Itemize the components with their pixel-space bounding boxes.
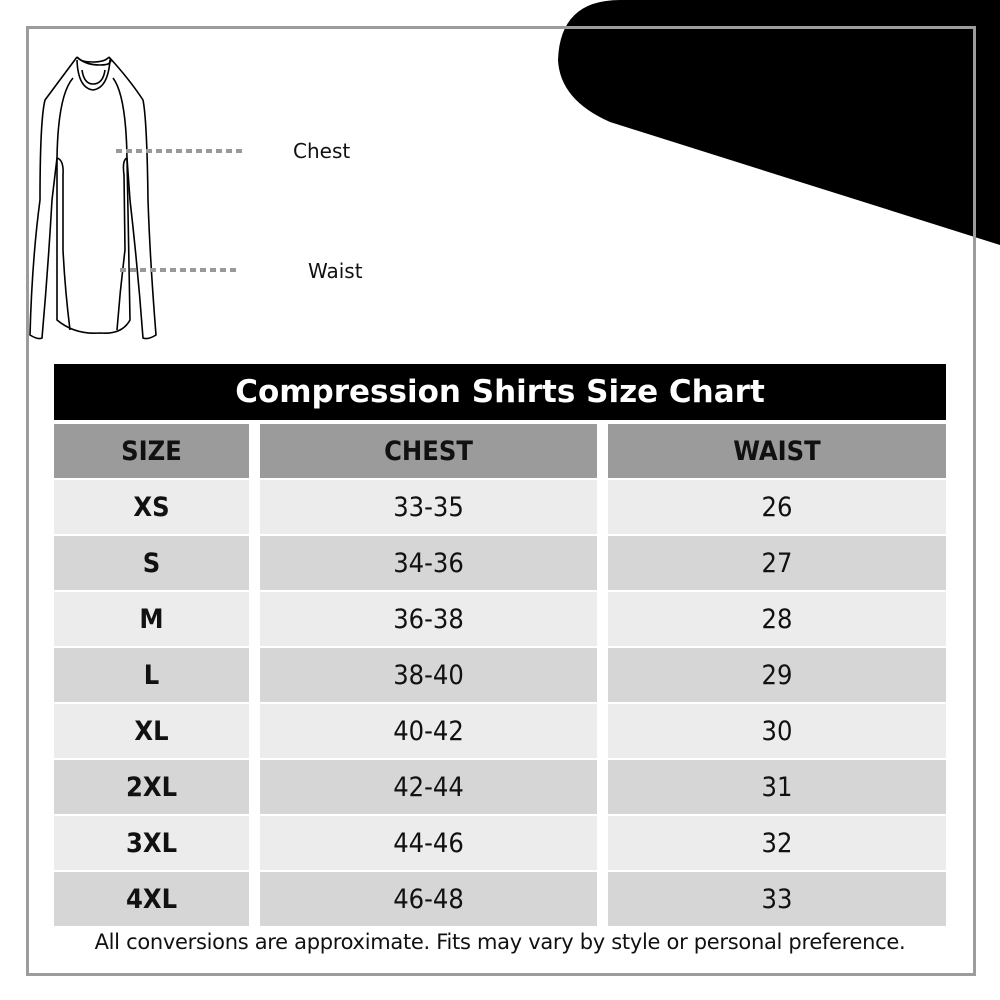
cell-waist: 30: [608, 704, 946, 758]
cell-chest: 42-44: [260, 760, 597, 814]
cell-chest: 40-42: [260, 704, 597, 758]
cell-waist: 31: [608, 760, 946, 814]
cell-waist: 29: [608, 648, 946, 702]
cell-size: 4XL: [54, 872, 249, 926]
cell-chest: 34-36: [260, 536, 597, 590]
cell-size: XS: [54, 480, 249, 534]
cell-waist: 27: [608, 536, 946, 590]
header-chest: CHEST: [260, 424, 597, 478]
cell-chest: 36-38: [260, 592, 597, 646]
cell-size: M: [54, 592, 249, 646]
header-waist: WAIST: [608, 424, 946, 478]
cell-chest: 44-46: [260, 816, 597, 870]
cell-size: 2XL: [54, 760, 249, 814]
cell-waist: 33: [608, 872, 946, 926]
cell-chest: 46-48: [260, 872, 597, 926]
chest-label: Chest: [293, 139, 351, 163]
cell-size: S: [54, 536, 249, 590]
border-frame: [26, 26, 976, 976]
cell-waist: 28: [608, 592, 946, 646]
waist-label: Waist: [308, 259, 363, 283]
measurement-lines: [116, 149, 243, 272]
footnote: All conversions are approximate. Fits ma…: [94, 930, 906, 954]
cell-chest: 38-40: [260, 648, 597, 702]
cell-chest: 33-35: [260, 480, 597, 534]
shirt-outline-icon: [29, 56, 157, 340]
header-size: SIZE: [54, 424, 249, 478]
cell-waist: 32: [608, 816, 946, 870]
cell-waist: 26: [608, 480, 946, 534]
cell-size: 3XL: [54, 816, 249, 870]
cell-size: L: [54, 648, 249, 702]
chart-title: Compression Shirts Size Chart: [54, 364, 946, 420]
cell-size: XL: [54, 704, 249, 758]
